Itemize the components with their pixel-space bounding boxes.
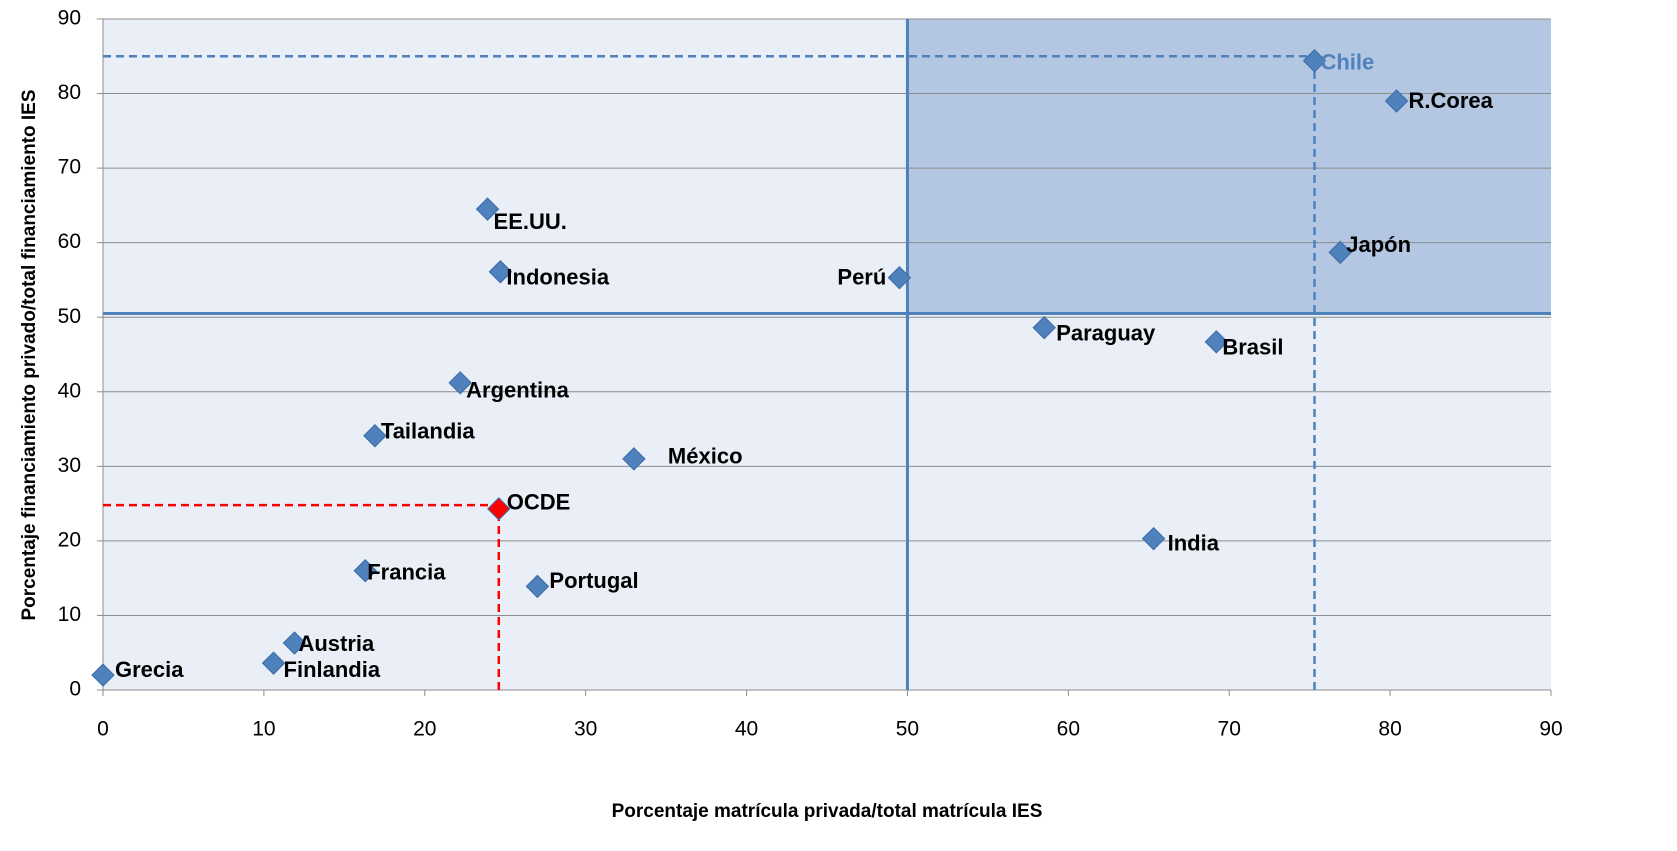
y-tick-label: 50 bbox=[58, 305, 81, 328]
x-tick-label: 30 bbox=[574, 718, 597, 741]
y-tick-label: 80 bbox=[58, 81, 81, 104]
point bbox=[887, 266, 912, 290]
point-label: Grecia bbox=[115, 657, 184, 682]
point bbox=[448, 371, 472, 395]
x-tick-label: 70 bbox=[1218, 718, 1241, 741]
y-tick-label: 10 bbox=[58, 603, 81, 626]
point bbox=[282, 631, 307, 655]
point-label: Francia bbox=[367, 560, 446, 585]
point bbox=[1141, 526, 1166, 551]
y-tick-label: 30 bbox=[58, 454, 81, 477]
point bbox=[1384, 89, 1409, 113]
x-tick-label: 20 bbox=[413, 718, 436, 741]
point bbox=[353, 559, 377, 583]
x-tick-label: 80 bbox=[1378, 718, 1401, 741]
point bbox=[622, 447, 646, 471]
x-tick-label: 90 bbox=[1539, 718, 1562, 741]
point-label: Finlandia bbox=[284, 657, 381, 682]
y-tick-label: 20 bbox=[58, 528, 81, 551]
point-label: Brasil bbox=[1222, 335, 1283, 360]
point-label: India bbox=[1168, 530, 1220, 555]
point bbox=[363, 424, 387, 448]
point bbox=[475, 197, 500, 221]
y-tick-label: 0 bbox=[69, 678, 81, 701]
point bbox=[488, 260, 513, 284]
point bbox=[91, 663, 115, 687]
x-tick-label: 50 bbox=[896, 718, 919, 741]
point-label: Portugal bbox=[549, 568, 638, 593]
point bbox=[1204, 330, 1229, 354]
x-axis-label: Porcentaje matrícula privada/total matrí… bbox=[612, 801, 1043, 822]
y-tick-label: 90 bbox=[58, 7, 81, 30]
point bbox=[1032, 315, 1056, 340]
point-label: Perú bbox=[837, 265, 886, 290]
point-label: R.Corea bbox=[1409, 88, 1494, 113]
point-label: México bbox=[668, 444, 743, 469]
point-label: Argentina bbox=[466, 378, 569, 403]
point bbox=[525, 574, 550, 599]
y-tick-label: 70 bbox=[58, 156, 81, 179]
x-tick-label: 0 bbox=[97, 718, 109, 741]
point-label: OCDE bbox=[507, 490, 571, 515]
y-tick-label: 60 bbox=[58, 230, 81, 253]
y-axis-label: Porcentaje financiamiento privado/total … bbox=[19, 89, 40, 620]
point-label: Paraguay bbox=[1056, 320, 1156, 345]
point-label: EE.UU. bbox=[494, 209, 567, 234]
highlight-region bbox=[907, 19, 1551, 314]
y-tick-label: 40 bbox=[58, 379, 81, 402]
point-label: Tailandia bbox=[381, 419, 475, 444]
point-label: Chile bbox=[1320, 50, 1374, 75]
x-tick-label: 10 bbox=[252, 718, 275, 741]
point bbox=[487, 497, 511, 521]
x-tick-label: 40 bbox=[735, 718, 758, 741]
point bbox=[1328, 240, 1352, 265]
point bbox=[1302, 49, 1327, 73]
point-label: Indonesia bbox=[506, 265, 609, 290]
point-label: Austria bbox=[298, 631, 375, 656]
point bbox=[261, 651, 286, 675]
point-label: Japón bbox=[1346, 232, 1411, 257]
x-tick-label: 60 bbox=[1057, 718, 1080, 741]
